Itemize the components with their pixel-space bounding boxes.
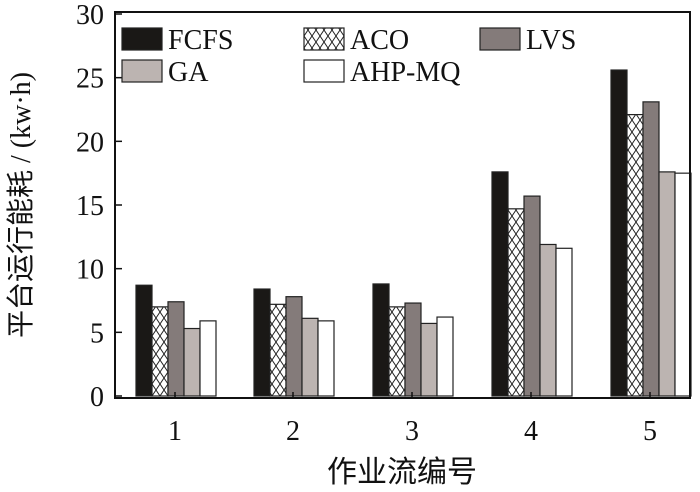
legend-swatch-ahp-mq [303,59,345,83]
bar-aco-1 [151,306,169,397]
bars-layer [135,69,692,397]
bar-aco-5 [626,113,644,397]
legend-label-lvs: LVS [526,25,576,56]
legend-swatch-ga [121,59,163,83]
x-tick-label: 2 [286,416,300,447]
bar-lvs-1 [167,301,185,397]
y-tick-label: 15 [76,191,104,222]
bar-fcfs-2 [253,288,271,397]
x-tick-label: 1 [168,416,182,447]
legend-swatch-lvs [479,27,521,51]
bar-lvs-4 [523,195,541,397]
bar-ahp-mq-5 [674,172,692,397]
bar-aco-2 [269,303,287,397]
bar-ahp-mq-4 [555,247,573,397]
legend-swatch-fcfs [121,27,163,51]
x-tick-label: 3 [405,416,419,447]
bar-fcfs-3 [372,283,390,397]
bar-ahp-mq-3 [436,316,454,397]
bar-lvs-3 [404,302,422,397]
x-axis-label: 作业流编号 [327,456,477,489]
y-tick-label: 5 [90,318,104,349]
bar-ga-2 [301,317,319,397]
bar-ga-3 [420,322,438,397]
legend-label-ahp-mq: AHP-MQ [350,57,460,88]
x-tick-label: 4 [524,416,538,447]
bar-ga-1 [183,327,201,397]
bar-ga-4 [539,243,557,397]
bar-fcfs-4 [491,171,509,397]
y-axis-label: 平台运行能耗 / (kw·h) [5,72,37,338]
y-tick-label: 0 [90,382,104,413]
y-tick-label: 20 [76,127,104,158]
y-tick-label: 25 [76,64,104,95]
bar-ahp-mq-2 [317,320,335,397]
bar-aco-3 [388,306,406,397]
y-tick-label: 10 [76,255,104,286]
legend-label-aco: ACO [350,25,409,56]
y-tick-label: 30 [76,0,104,31]
legend-label-ga: GA [168,57,209,88]
legend: FCFS ACO LVS GA AHP-MQ [121,25,576,88]
bar-fcfs-1 [135,284,153,397]
legend-label-fcfs: FCFS [168,25,233,56]
bar-ahp-mq-1 [199,320,217,397]
bar-fcfs-5 [610,69,628,397]
bar-lvs-5 [642,101,660,397]
x-tick-label: 5 [643,416,657,447]
x-axis: 1 2 3 4 5 [168,392,657,447]
bar-lvs-2 [285,296,303,397]
bar-aco-4 [507,208,525,397]
bar-ga-5 [658,171,676,397]
y-axis: 0 5 10 15 20 25 30 [76,0,122,413]
legend-swatch-aco [303,27,345,51]
